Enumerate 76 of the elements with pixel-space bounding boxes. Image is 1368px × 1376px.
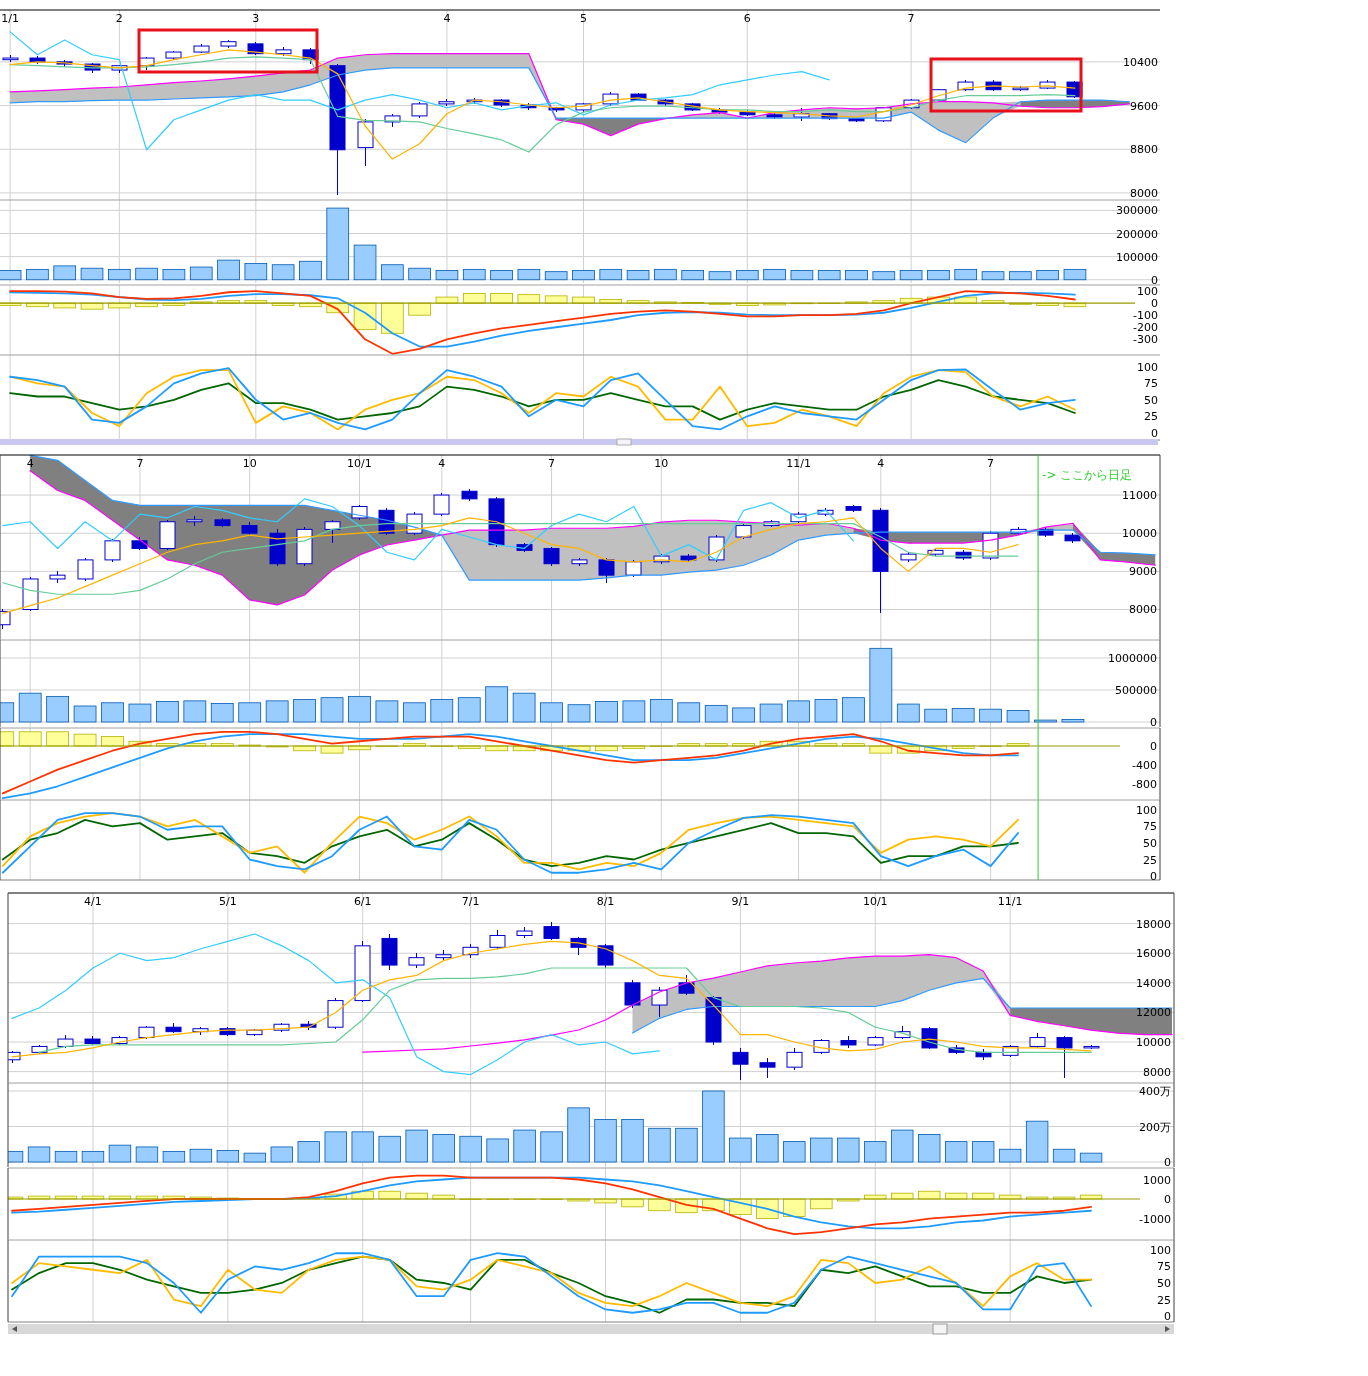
y-tick-label: 0 [1150,870,1157,884]
x-tick-label: 3 [252,12,260,25]
y-tick-label: 0 [1151,273,1158,287]
y-tick-label: 100000 [1116,250,1158,264]
x-tick-label: 11/1 [997,895,1023,908]
x-tick-label: 9/1 [731,895,750,908]
y-tick-label: 100 [1137,285,1158,299]
y-tick-label: 100 [1136,803,1157,817]
y-tick-label: 10400 [1123,55,1158,69]
y-tick-label: 9600 [1130,99,1158,113]
y-tick-label: 0 [1164,1156,1171,1170]
x-tick-label: 2 [115,12,123,25]
y-tick-label: -400 [1132,758,1157,772]
y-tick-label: -800 [1132,777,1157,791]
y-tick-label: -200 [1133,321,1158,335]
y-tick-label: 14000 [1136,976,1171,990]
y-tick-label: 400万 [1139,1084,1171,1098]
x-tick-label: 7 [907,12,915,25]
y-tick-label: 10000 [1122,527,1157,541]
y-tick-label: 0 [1151,426,1158,440]
y-tick-label: -100 [1133,309,1158,323]
y-tick-label: 25 [1143,853,1157,867]
y-tick-label: 0 [1150,716,1157,729]
annotation: -> ここから日足 [1042,468,1133,482]
y-tick-label: 0 [1164,1310,1171,1324]
y-tick-label: 0 [1164,1193,1171,1207]
y-tick-label: 8000 [1129,603,1157,617]
x-tick-label: 4 [443,12,451,25]
y-tick-label: 25 [1144,410,1158,424]
y-tick-label: 12000 [1136,1006,1171,1020]
y-tick-label: 8000 [1143,1065,1171,1079]
y-tick-label: 75 [1157,1260,1171,1274]
y-tick-label: 9000 [1129,565,1157,579]
x-tick-label: 6 [743,12,751,25]
y-tick-label: 200万 [1139,1120,1171,1134]
x-tick-label: 7 [987,457,995,470]
y-tick-label: -300 [1133,333,1158,347]
y-tick-label: 1000000 [1108,651,1157,665]
y-tick-label: -1000 [1139,1212,1171,1226]
x-tick-label: 4 [438,457,446,470]
y-tick-label: 25 [1157,1293,1171,1307]
y-tick-label: 100 [1137,360,1158,374]
x-tick-label: 4 [877,457,885,470]
y-tick-label: 18000 [1136,917,1171,931]
y-tick-label: 300000 [1116,204,1158,218]
x-tick-label: 10/1 [347,457,372,470]
y-tick-label: 11000 [1122,489,1157,503]
y-tick-label: 1000 [1143,1173,1171,1187]
y-tick-label: 50 [1143,836,1157,850]
x-tick-label: 7 [548,457,556,470]
y-tick-label: 50 [1144,393,1158,407]
y-tick-label: 75 [1144,377,1158,391]
x-tick-label: 4 [26,457,34,470]
x-tick-label: 10/1 [862,895,888,908]
y-tick-label: 8800 [1130,143,1158,157]
y-tick-label: 100 [1150,1243,1171,1257]
x-tick-label: 10 [242,457,257,470]
x-tick-label: 8/1 [596,895,615,908]
x-tick-label: 7 [136,457,144,470]
y-tick-label: 0 [1150,740,1157,753]
y-tick-label: 0 [1151,297,1158,311]
y-tick-label: 200000 [1116,227,1158,241]
x-tick-label: 5/1 [219,895,237,908]
x-tick-label: 5 [579,12,587,25]
x-tick-label: 7/1 [461,895,480,908]
y-tick-label: 16000 [1136,947,1171,961]
y-tick-label: 500000 [1115,683,1157,697]
y-tick-label: 8000 [1130,186,1158,200]
y-tick-label: 50 [1157,1276,1171,1290]
x-tick-label: 6/1 [353,895,372,908]
x-tick-label: 4/1 [84,895,102,908]
y-tick-label: 75 [1143,820,1157,834]
x-tick-label: 11/1 [786,457,811,470]
y-tick-label: 10000 [1136,1036,1171,1050]
x-tick-label: 1/1 [1,12,19,25]
x-tick-label: 10 [654,457,669,470]
